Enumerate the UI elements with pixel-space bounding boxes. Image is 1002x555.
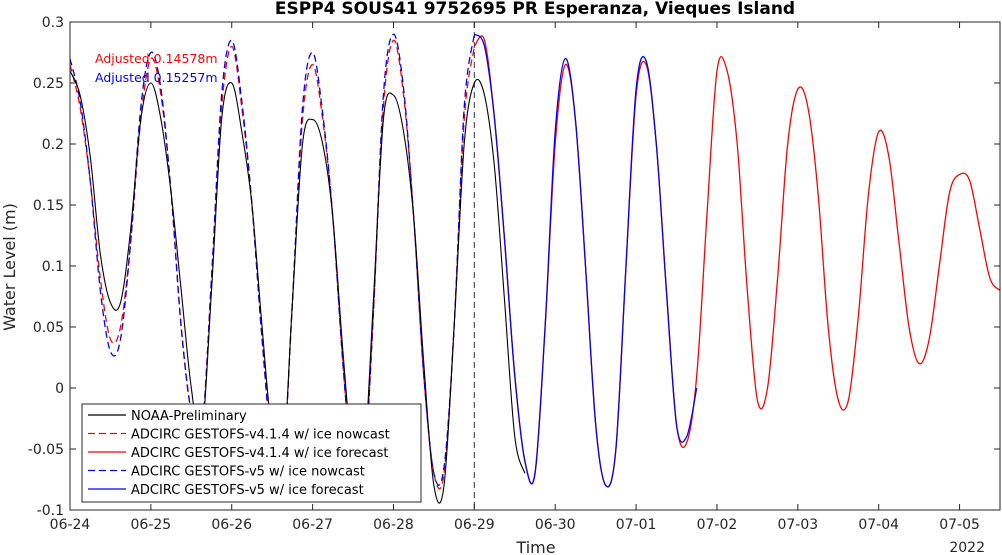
y-tick-label: 0.3 — [42, 15, 64, 31]
x-tick-label: 07-02 — [697, 517, 738, 533]
y-tick-label: -0.05 — [28, 442, 64, 458]
legend: NOAA-Preliminary ADCIRC GESTOFS-v4.1.4 w/… — [81, 403, 422, 503]
annotation-red-adjusted: Adjusted 0.14578m — [95, 51, 218, 66]
y-tick-label: 0.2 — [42, 137, 64, 153]
series-line-5 — [473, 33, 698, 488]
legend-label-1: NOAA-Preliminary — [131, 409, 247, 424]
x-tick-label: 06-29 — [454, 517, 495, 533]
x-tick-label: 07-03 — [777, 517, 818, 533]
annotation-blue-adjusted: Adjusted 0.15257m — [95, 70, 218, 85]
chart-title: ESPP4 SOUS41 9752695 PR Esperanza, Viequ… — [275, 0, 795, 19]
x-tick-label: 07-01 — [616, 517, 657, 533]
x-tick-label: 06-24 — [50, 517, 91, 533]
x-axis-label: Time — [515, 538, 555, 555]
year-label: 2022 — [949, 540, 985, 555]
legend-label-4: ADCIRC GESTOFS-v5 w/ ice nowcast — [131, 465, 365, 480]
x-tick-label: 07-05 — [939, 517, 980, 533]
series-line-3 — [473, 35, 1000, 488]
x-tick-label: 07-04 — [858, 517, 899, 533]
series-line-1 — [70, 70, 526, 504]
legend-label-3: ADCIRC GESTOFS-v4.1.4 w/ ice forecast — [131, 446, 388, 461]
annotations: Adjusted 0.14578m Adjusted 0.15257m — [95, 51, 218, 85]
y-tick-label: 0.05 — [33, 320, 64, 336]
x-tick-label: 06-27 — [292, 517, 333, 533]
x-tick-label: 06-30 — [535, 517, 576, 533]
y-tick-label: 0.15 — [33, 198, 64, 214]
x-tick-label: 06-28 — [373, 517, 414, 533]
legend-label-5: ADCIRC GESTOFS-v5 w/ ice forecast — [131, 483, 364, 498]
y-tick-label: 0 — [55, 381, 64, 397]
y-tick-label: -0.1 — [37, 503, 64, 519]
y-tick-label: 0.25 — [33, 76, 64, 92]
x-tick-label: 06-26 — [211, 517, 252, 533]
x-tick-label: 06-25 — [131, 517, 172, 533]
legend-label-2: ADCIRC GESTOFS-v4.1.4 w/ ice nowcast — [131, 428, 390, 443]
legend-box — [81, 403, 422, 503]
axes: -0.1 -0.05 0 0.05 0.1 0.15 0.2 0.25 0.3 06-24 06-2… — [28, 15, 1001, 533]
y-tick-label: 0.1 — [42, 259, 64, 275]
y-axis-label: Water Level (m) — [0, 203, 19, 331]
